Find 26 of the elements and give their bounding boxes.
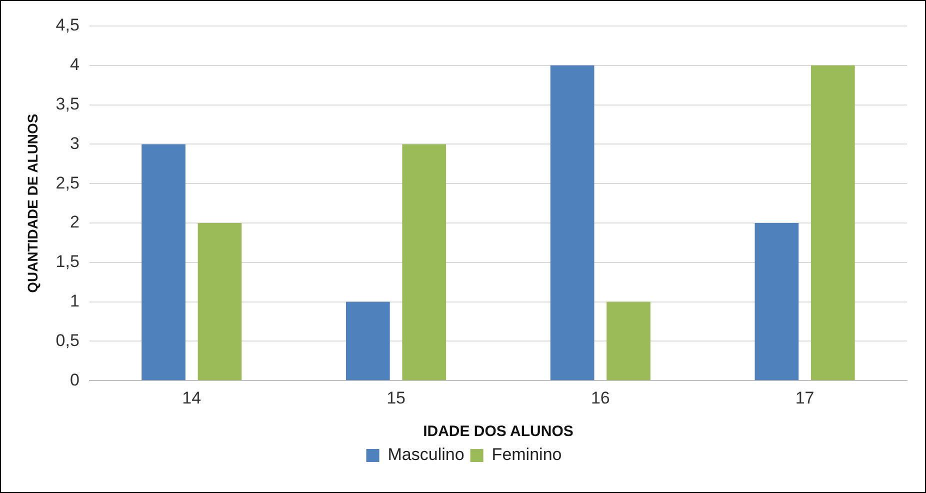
y-tick-label: 3 bbox=[70, 134, 80, 153]
bar bbox=[198, 223, 242, 380]
legend-label: Masculino bbox=[388, 445, 464, 464]
bar bbox=[810, 65, 855, 380]
bar bbox=[606, 302, 650, 380]
y-tick-label: 4,5 bbox=[56, 16, 80, 35]
y-tick-label: 0 bbox=[70, 370, 80, 390]
bar bbox=[346, 302, 390, 380]
y-tick-label: 0,5 bbox=[56, 330, 80, 350]
y-tick-label: 1,5 bbox=[56, 252, 80, 272]
x-tick-label: 16 bbox=[590, 388, 610, 408]
y-tick-label: 2 bbox=[70, 212, 80, 232]
legend-label: Feminino bbox=[492, 445, 562, 464]
y-tick-label: 3,5 bbox=[56, 94, 80, 114]
x-tick-label: 17 bbox=[795, 388, 814, 408]
y-tick-label: 1 bbox=[70, 291, 80, 310]
y-axis-title: QUANTIDADE DE ALUNOS bbox=[24, 114, 40, 293]
x-axis-title: IDADE DOS ALUNOS bbox=[423, 423, 574, 440]
y-tick-label: 4 bbox=[70, 55, 80, 74]
bar bbox=[402, 144, 446, 380]
bar bbox=[550, 65, 594, 380]
x-tick-label: 14 bbox=[182, 388, 202, 408]
x-tick-label: 15 bbox=[386, 388, 406, 408]
bar bbox=[142, 144, 186, 380]
y-tick-label: 2,5 bbox=[56, 173, 80, 192]
bar bbox=[754, 223, 799, 380]
